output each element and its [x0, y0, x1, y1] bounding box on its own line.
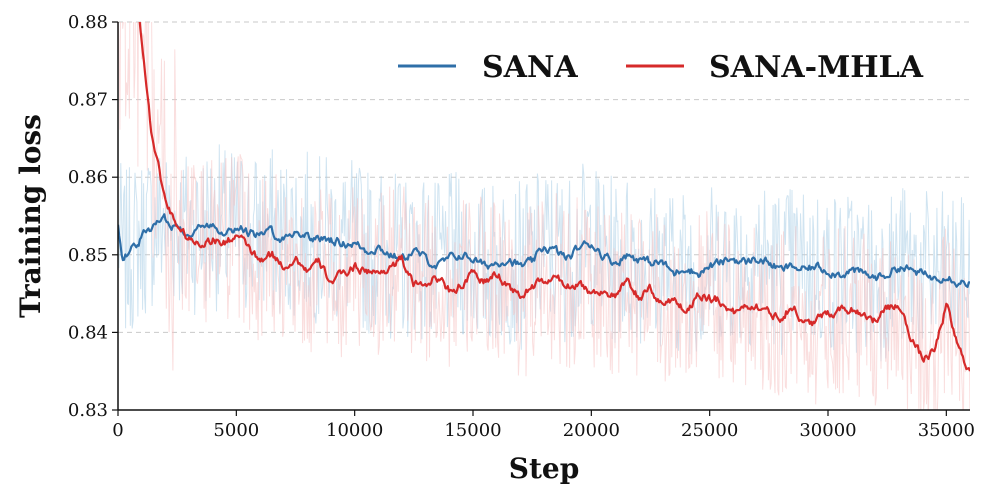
series-line-sana: [118, 213, 970, 288]
x-tick-label-4: 20000: [563, 420, 620, 441]
y-tick-label-3: 0.86: [68, 167, 108, 188]
y-tick-label-4: 0.87: [68, 90, 108, 111]
x-tick-label-3: 15000: [444, 420, 501, 441]
raw-noise-layer: [118, 22, 970, 410]
y-tick-label-2: 0.85: [68, 245, 108, 266]
y-tick-label-1: 0.84: [68, 322, 108, 343]
x-tick-label-0: 0: [112, 420, 123, 441]
smoothed-lines-layer: [118, 22, 970, 372]
legend: SANA SANA-MHLA: [398, 50, 924, 85]
series-line-sana-mhla: [138, 22, 970, 372]
legend-label-sana: SANA: [482, 50, 578, 85]
x-tick-label-6: 30000: [799, 420, 856, 441]
x-tick-label-7: 35000: [918, 420, 975, 441]
y-axis-title: Training loss: [14, 114, 47, 318]
y-tick-label-0: 0.83: [68, 400, 108, 421]
y-ticks: 0.83 0.84 0.85 0.86 0.87 0.88: [68, 12, 118, 421]
x-ticks: 0 5000 10000 15000 20000 25000 30000 35000: [112, 410, 975, 441]
x-tick-label-2: 10000: [326, 420, 383, 441]
x-axis-title: Step: [509, 452, 580, 485]
raw-trace-sana-mhla: [118, 22, 970, 410]
y-tick-label-5: 0.88: [68, 12, 108, 33]
legend-label-sana-mhla: SANA-MHLA: [709, 50, 924, 85]
x-tick-label-1: 5000: [213, 420, 259, 441]
x-tick-label-5: 25000: [681, 420, 738, 441]
